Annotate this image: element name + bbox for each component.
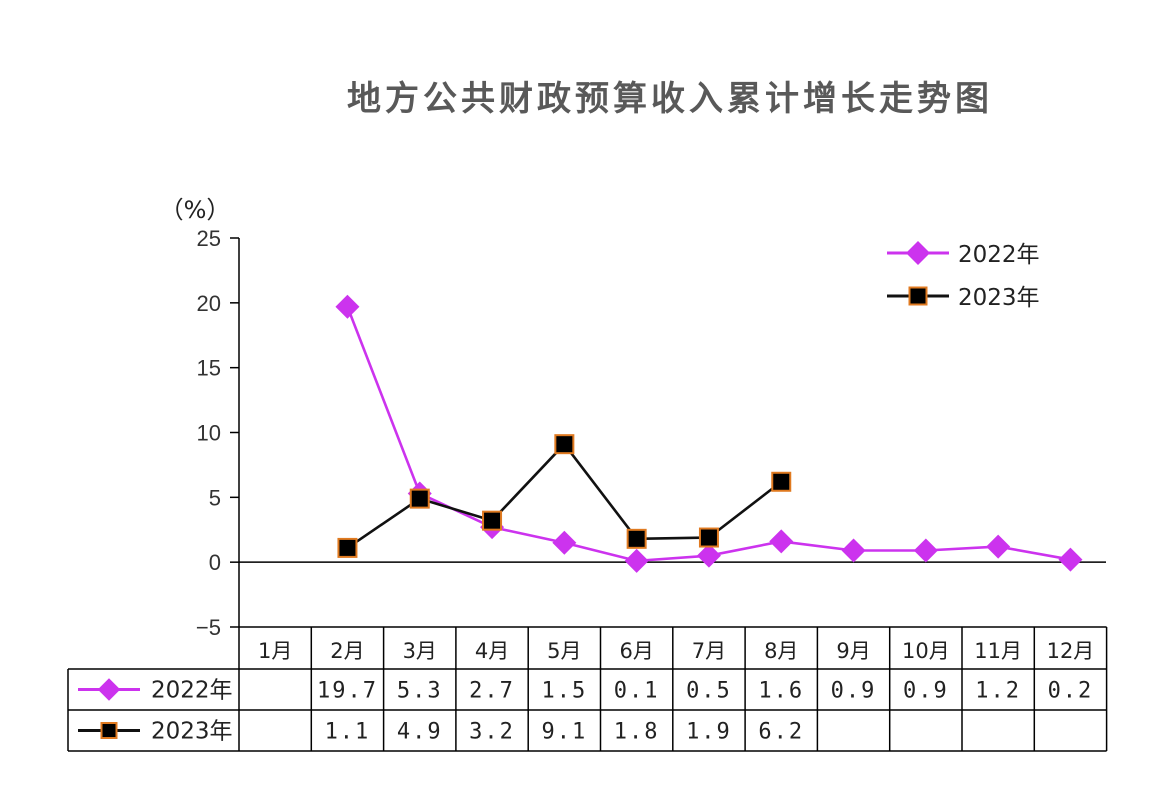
table-value: 1.8 (614, 720, 660, 745)
y-tick-label: 20 (197, 291, 221, 316)
legend-label: 2023年 (958, 285, 1040, 311)
y-tick-label: 15 (197, 356, 221, 381)
marker-square (554, 434, 575, 455)
marker-diamond (97, 678, 121, 701)
marker-diamond (769, 529, 794, 554)
y-tick-label: 10 (197, 421, 221, 446)
table-value: 1.6 (758, 679, 804, 704)
marker-square (409, 488, 430, 509)
x-category-label: 3月 (403, 639, 437, 663)
table-value: 9.1 (541, 720, 587, 745)
table-value: 0.9 (903, 679, 949, 704)
table-series-name: 2023年 (151, 719, 233, 745)
table-value: 0.5 (686, 679, 732, 704)
table-value: 0.1 (614, 679, 660, 704)
marker-square (626, 528, 647, 549)
table-value: 0.9 (831, 679, 877, 704)
x-category-label: 1月 (258, 639, 292, 663)
marker-square (771, 471, 792, 492)
marker-diamond (335, 294, 360, 319)
marker-diamond (624, 548, 649, 573)
series-line (346, 306, 1071, 563)
legend-label: 2022年 (958, 242, 1040, 268)
x-category-label: 9月 (836, 639, 870, 663)
y-tick-label: 25 (197, 226, 221, 251)
marker-square (482, 510, 503, 531)
marker-square (698, 527, 719, 548)
table-value: 3.2 (469, 720, 515, 745)
legend: 2022年 2023年 (887, 241, 1040, 311)
table-value: 2.7 (469, 679, 515, 704)
table-value: 19.7 (317, 679, 378, 704)
y-tick-label: −5 (196, 615, 221, 640)
marker-diamond (986, 534, 1011, 559)
marker-diamond (696, 543, 721, 568)
table-value: 1.9 (686, 720, 732, 745)
data-table: 1月 2月 3月 4月 5月 6月 7月 8月 9月 10月 11月 12月 2022年 19.7 5.3 2… (67, 626, 1108, 752)
marker-diamond (1058, 547, 1083, 572)
table-value: 1.2 (975, 679, 1021, 704)
table-value: 0.2 (1048, 679, 1094, 704)
table-value: 5.3 (397, 679, 443, 704)
x-category-label: 10月 (902, 639, 950, 663)
table-value: 6.2 (758, 720, 804, 745)
table-value: 1.1 (325, 720, 371, 745)
x-category-label: 11月 (974, 639, 1022, 663)
y-tick-label: 5 (209, 485, 221, 510)
x-category-label: 12月 (1047, 639, 1095, 663)
y-axis-unit: （%） (160, 196, 231, 224)
marker-square (908, 286, 928, 306)
axes: −5 0 5 10 15 20 25 (196, 226, 1106, 640)
chart-title: 地方公共财政预算收入累计增长走势图 (347, 79, 993, 119)
marker-diamond (841, 538, 866, 563)
marker-diamond (913, 538, 938, 563)
table-series-name: 2022年 (151, 678, 233, 704)
series (335, 294, 1083, 573)
x-category-label: 5月 (547, 639, 581, 663)
marker-diamond (906, 241, 930, 265)
marker-square (100, 722, 118, 739)
y-tick-label: 0 (209, 550, 221, 575)
x-category-label: 6月 (619, 639, 653, 663)
table-value: 1.5 (541, 679, 587, 704)
table-value: 4.9 (397, 720, 443, 745)
marker-diamond (552, 530, 577, 555)
x-category-label: 7月 (692, 639, 726, 663)
x-category-label: 8月 (764, 639, 798, 663)
x-category-label: 2月 (330, 639, 364, 663)
x-category-label: 4月 (475, 639, 509, 663)
marker-square (337, 537, 358, 558)
